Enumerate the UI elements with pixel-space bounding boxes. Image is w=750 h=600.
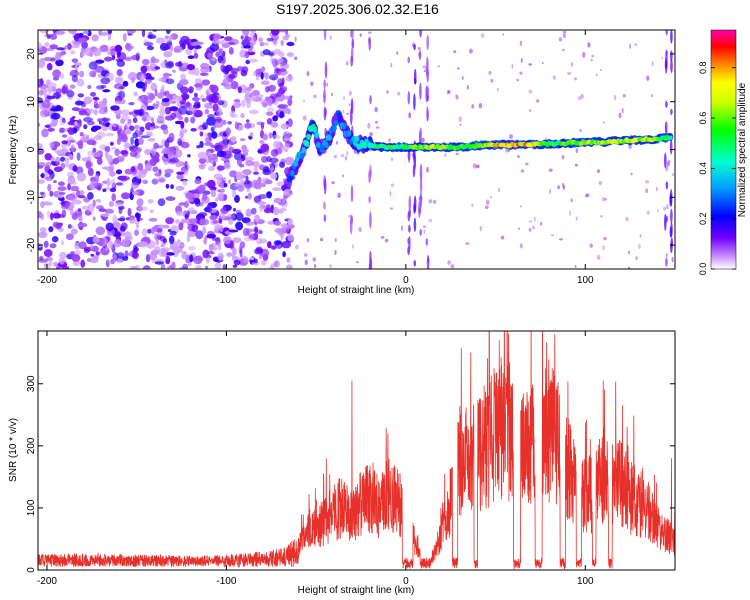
- x-tick-label: -100: [216, 576, 236, 587]
- x-tick-label: 0: [403, 576, 409, 587]
- spectrogram-y-label: Frequency (Hz): [8, 116, 19, 185]
- x-tick-label: 100: [577, 275, 594, 286]
- y-tick-label: 20: [26, 48, 37, 60]
- spectrogram-x-axis: -200 -100 0 100: [37, 30, 594, 286]
- colorbar-tick-label: 0.6: [698, 112, 708, 125]
- y-tick-label: -20: [26, 237, 37, 252]
- y-tick-label: 100: [26, 499, 37, 516]
- snr-x-label: Height of straight line (km): [298, 585, 415, 596]
- colorbar: 0.0 0.2 0.4 0.6 0.8 Normalized spectral ampl…: [698, 29, 748, 275]
- y-tick-label: 10: [26, 96, 37, 108]
- colorbar-frame: [710, 29, 737, 270]
- x-tick-label: -200: [37, 576, 57, 587]
- colorbar-label: Normalized spectral amplitude: [737, 82, 748, 217]
- colorbar-gradient: [711, 30, 736, 269]
- snr-frame: [37, 330, 676, 571]
- y-tick-label: 0: [26, 567, 37, 573]
- y-tick-label: 0: [26, 146, 37, 152]
- x-tick-label: 100: [577, 576, 594, 587]
- snr-x-axis: -200 -100 0 100: [37, 331, 594, 587]
- x-tick-label: 0: [403, 275, 409, 286]
- colorbar-tick-label: 0.8: [698, 61, 708, 74]
- colorbar-tick-label: 0.2: [698, 212, 708, 225]
- chart-title: S197.2025.306.02.32.E16: [276, 1, 439, 17]
- y-tick-label: 200: [26, 437, 37, 454]
- snr-series-line: [38, 331, 675, 570]
- spectrogram-x-label: Height of straight line (km): [298, 285, 415, 296]
- colorbar-tick-label: 0.4: [698, 162, 708, 175]
- snr-panel: -200 -100 0 100 0 100 200 300 Height of straig…: [8, 330, 676, 596]
- x-tick-label: -100: [216, 275, 236, 286]
- y-tick-label: -10: [26, 190, 37, 205]
- colorbar-ticks: 0.0 0.2 0.4 0.6 0.8: [698, 61, 736, 275]
- y-tick-label: 300: [26, 375, 37, 392]
- x-tick-label: -200: [37, 275, 57, 286]
- snr-y-label: SNR (10 * v/v): [8, 418, 19, 482]
- colorbar-tick-label: 0.0: [698, 263, 708, 276]
- snr-y-axis: 0 100 200 300: [26, 375, 675, 573]
- spectrogram-y-axis: -20 -10 0 10 20: [26, 48, 675, 252]
- spectrogram-image: [38, 30, 675, 269]
